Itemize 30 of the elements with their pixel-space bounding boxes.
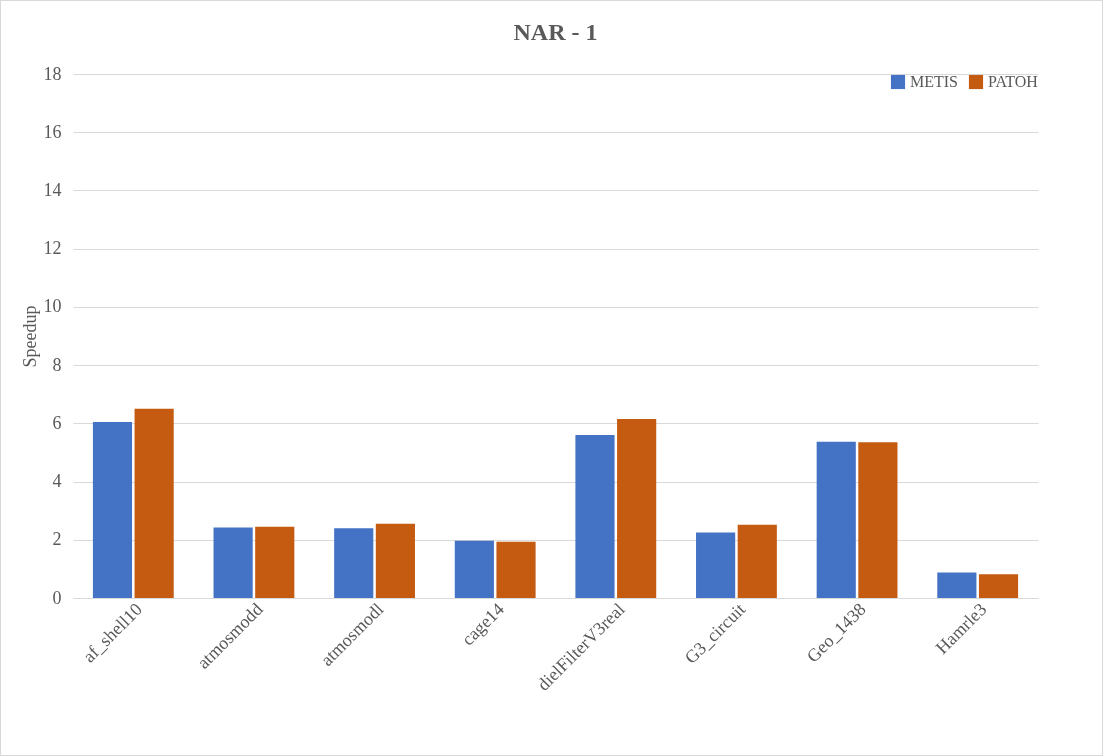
bar — [978, 574, 1019, 598]
y-tick-label: 6 — [52, 412, 62, 433]
bar — [334, 528, 374, 598]
bar — [92, 421, 133, 598]
legend-label: METIS — [910, 73, 958, 90]
y-axis-title: Speedup — [19, 305, 40, 368]
bar — [737, 524, 777, 598]
y-tick-label: 2 — [52, 529, 62, 550]
bar — [255, 526, 295, 598]
bar — [816, 441, 856, 598]
bar — [496, 541, 536, 598]
bar — [575, 434, 615, 598]
bar — [617, 418, 657, 598]
y-tick-label: 10 — [43, 296, 62, 317]
y-tick-label: 4 — [52, 471, 62, 492]
y-tick-label: 8 — [52, 354, 62, 375]
bar — [696, 532, 736, 598]
y-tick-label: 0 — [52, 587, 62, 608]
bar — [858, 442, 898, 598]
bar — [454, 540, 494, 598]
bar — [937, 572, 977, 598]
bar — [375, 523, 415, 598]
legend-label: PATOH — [988, 73, 1039, 90]
y-tick-label: 14 — [43, 179, 62, 200]
y-tick-label: 12 — [43, 238, 62, 259]
chart-title: NAR - 1 — [513, 19, 598, 45]
y-tick-label: 18 — [43, 63, 62, 84]
bar — [134, 408, 174, 598]
y-tick-label: 16 — [43, 121, 62, 142]
bar — [213, 527, 253, 598]
